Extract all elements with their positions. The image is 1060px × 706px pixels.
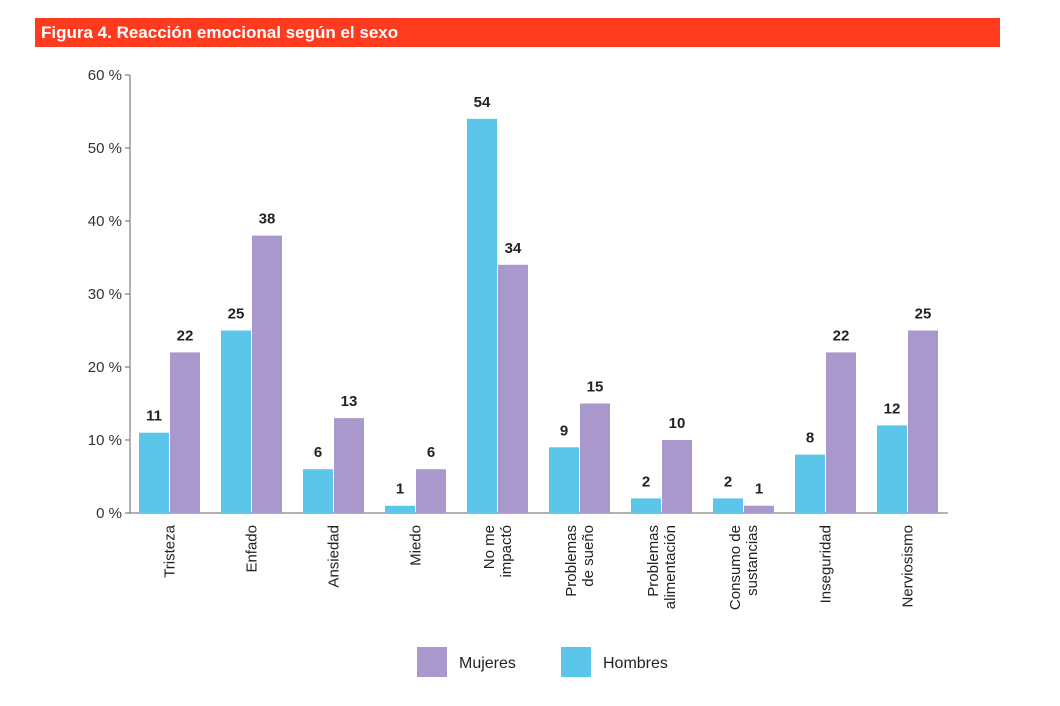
y-tick-label: 50 % bbox=[88, 140, 122, 157]
category-label-line: de sueño bbox=[580, 525, 597, 587]
data-label: 34 bbox=[505, 240, 522, 257]
data-label: 2 bbox=[642, 473, 650, 490]
data-label: 9 bbox=[560, 422, 568, 439]
data-label: 15 bbox=[587, 379, 604, 396]
y-tick-label: 20 % bbox=[88, 359, 122, 376]
data-label: 12 bbox=[884, 400, 901, 417]
bar-hombres bbox=[139, 432, 169, 513]
category-label-line: Consumo de bbox=[727, 525, 744, 610]
category-label-line: Problemas bbox=[563, 525, 580, 597]
data-label: 6 bbox=[427, 444, 435, 461]
data-label: 1 bbox=[755, 481, 763, 498]
data-label: 22 bbox=[833, 327, 850, 344]
data-label: 8 bbox=[806, 430, 814, 447]
bar-mujeres bbox=[908, 330, 938, 513]
bar-mujeres bbox=[252, 235, 282, 513]
category-label-line: Ansiedad bbox=[326, 525, 343, 588]
y-tick-label: 10 % bbox=[88, 432, 122, 449]
bar-mujeres bbox=[416, 469, 446, 513]
y-tick-label: 0 % bbox=[96, 505, 122, 522]
bar-mujeres bbox=[580, 403, 610, 513]
category-label: Nerviosismo bbox=[900, 525, 917, 608]
category-label-line: Nerviosismo bbox=[900, 525, 917, 608]
bar-mujeres bbox=[744, 505, 774, 513]
category-label-line: Tristeza bbox=[162, 524, 179, 577]
bar-mujeres bbox=[662, 440, 692, 513]
category-label-line: Enfado bbox=[244, 525, 261, 573]
category-label: Ansiedad bbox=[326, 525, 343, 588]
chart-title: Figura 4. Reacción emocional según el se… bbox=[35, 18, 1000, 47]
legend-swatch-mujeres bbox=[417, 647, 447, 677]
category-label: Problemasde sueño bbox=[563, 525, 597, 597]
y-tick-label: 30 % bbox=[88, 286, 122, 303]
category-label-line: Inseguridad bbox=[818, 525, 835, 603]
bar-hombres bbox=[467, 118, 497, 514]
legend-label-mujeres: Mujeres bbox=[459, 655, 516, 672]
data-label: 25 bbox=[228, 306, 245, 323]
category-label-line: sustancias bbox=[744, 525, 761, 596]
bar-hombres bbox=[385, 505, 415, 513]
data-label: 6 bbox=[314, 444, 322, 461]
category-label: Inseguridad bbox=[818, 525, 835, 603]
data-label: 22 bbox=[177, 327, 194, 344]
bar-hombres bbox=[877, 425, 907, 513]
bar-mujeres bbox=[826, 352, 856, 513]
bar-hombres bbox=[631, 498, 661, 513]
legend-swatch-hombres bbox=[561, 647, 591, 677]
legend: Mujeres Hombres bbox=[417, 647, 668, 677]
category-label-line: No me bbox=[481, 525, 498, 569]
category-label: Tristeza bbox=[162, 524, 179, 577]
data-label: 11 bbox=[146, 408, 162, 425]
labels: 1122Tristeza2538Enfado613Ansiedad16Miedo… bbox=[146, 94, 931, 610]
data-label: 38 bbox=[259, 211, 276, 228]
data-label: 2 bbox=[724, 473, 732, 490]
bar-mujeres bbox=[170, 352, 200, 513]
bar-hombres bbox=[713, 498, 743, 513]
category-label-line: Problemas bbox=[645, 525, 662, 597]
axes: 0 % 10 % 20 % 30 % 40 % 50 % 60 % bbox=[88, 67, 948, 522]
data-label: 1 bbox=[396, 481, 404, 498]
bar-mujeres bbox=[498, 264, 528, 513]
category-label: No meimpactó bbox=[481, 525, 515, 578]
data-label: 10 bbox=[669, 415, 686, 432]
bar-hombres bbox=[221, 330, 251, 513]
category-label: Enfado bbox=[244, 525, 261, 573]
bar-hombres bbox=[795, 454, 825, 513]
data-label: 13 bbox=[341, 393, 358, 410]
y-tick-label: 60 % bbox=[88, 67, 122, 84]
bar-hombres bbox=[549, 447, 579, 513]
category-label: Miedo bbox=[408, 525, 425, 566]
category-label: Problemasalimentación bbox=[645, 525, 679, 609]
bar-hombres bbox=[303, 469, 333, 513]
category-label: Consumo desustancias bbox=[727, 525, 761, 610]
bar-mujeres bbox=[334, 418, 364, 513]
bars bbox=[139, 118, 938, 514]
category-label-line: Miedo bbox=[408, 525, 425, 566]
data-label: 25 bbox=[915, 306, 932, 323]
category-label-line: alimentación bbox=[662, 525, 679, 609]
legend-label-hombres: Hombres bbox=[603, 655, 668, 672]
data-label: 54 bbox=[474, 94, 491, 111]
category-label-line: impactó bbox=[498, 525, 515, 578]
y-tick-label: 40 % bbox=[88, 213, 122, 230]
